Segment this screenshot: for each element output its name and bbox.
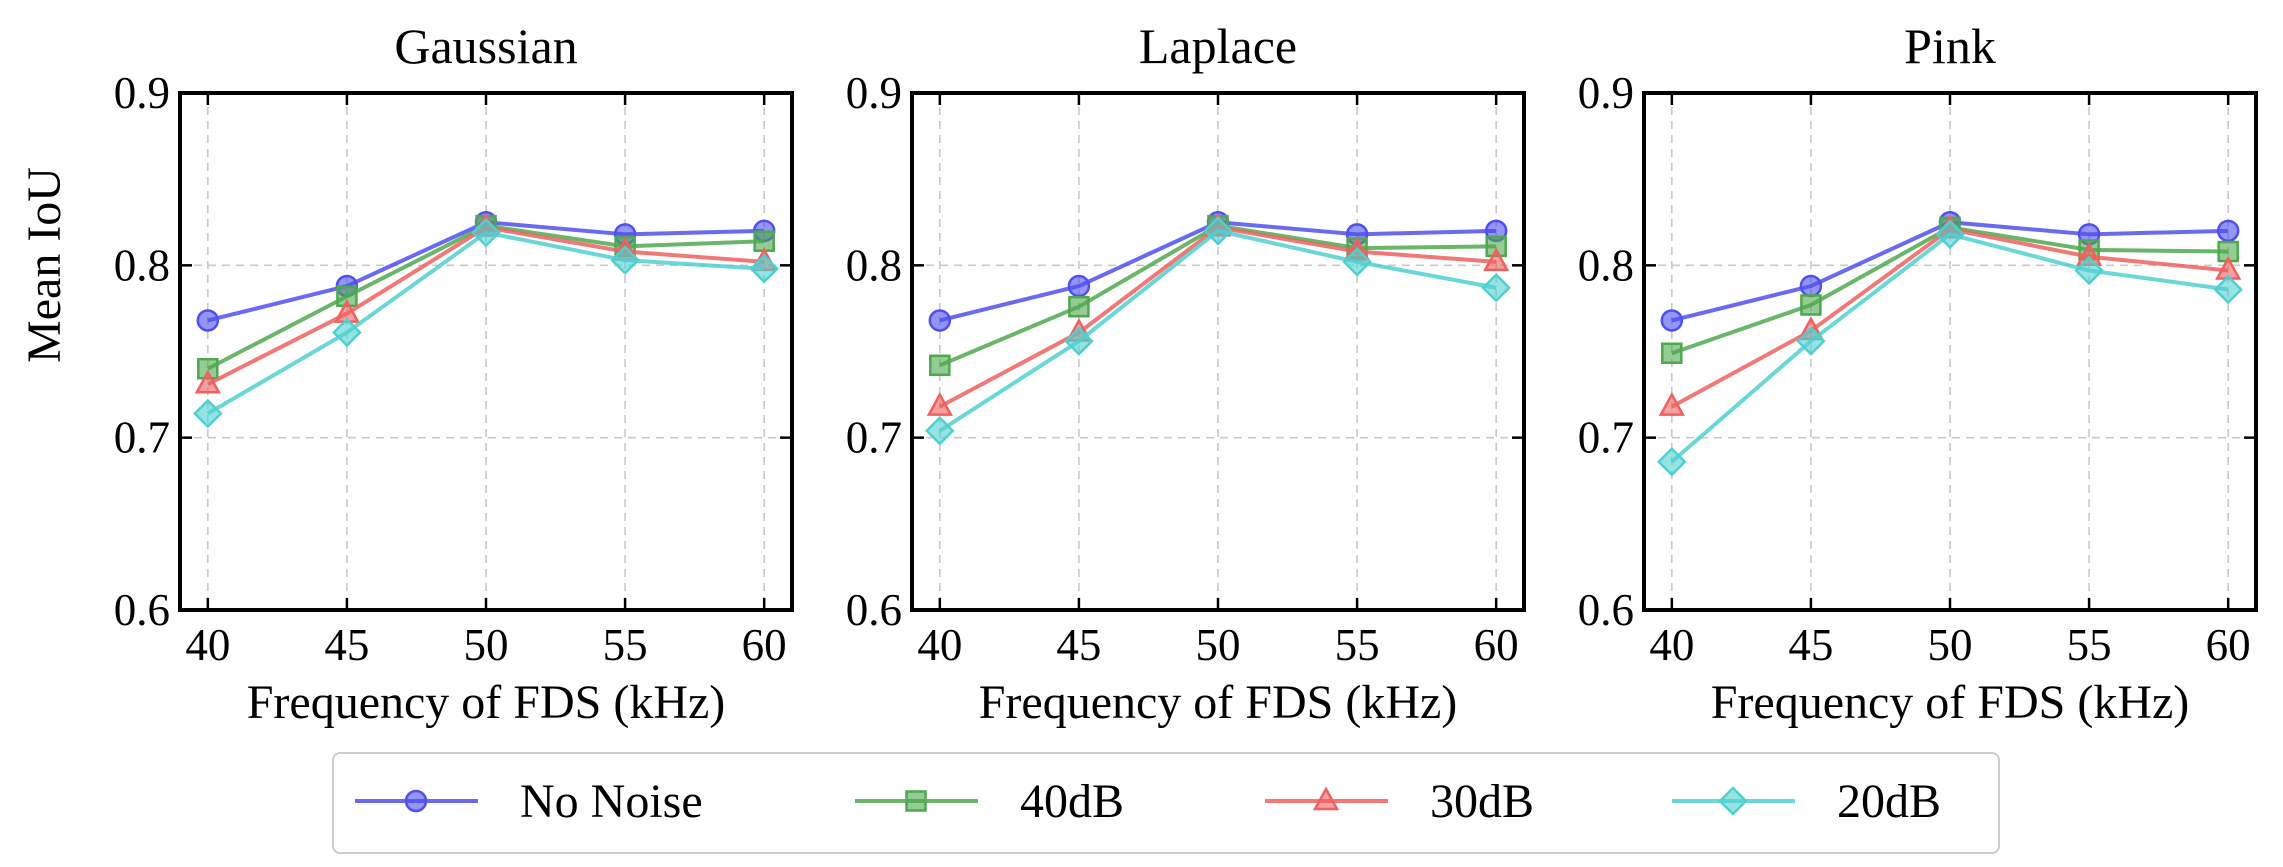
data-point-no-noise [928, 309, 952, 332]
legend-marker [1312, 786, 1340, 811]
data-point-40db [1661, 342, 1683, 364]
panel-title: Gaussian [394, 18, 577, 74]
legend-label: No Noise [520, 775, 703, 828]
data-point-20db [332, 317, 362, 348]
data-point-20db [1342, 247, 1372, 277]
x-tick-label: 55 [603, 620, 648, 670]
x-tick-label: 60 [1474, 620, 1519, 670]
data-point-30db [1483, 247, 1510, 272]
x-tick-label: 45 [1788, 620, 1833, 670]
x-tick-label: 60 [742, 620, 787, 670]
data-point-no-noise [1799, 274, 1823, 298]
data-point-20db [749, 254, 779, 284]
y-tick-label: 0.8 [1578, 240, 1634, 290]
x-tick-label: 45 [1056, 620, 1101, 670]
legend-marker [404, 789, 428, 813]
data-point-20db [1796, 326, 1826, 356]
data-point-no-noise [1067, 274, 1091, 298]
panel-title: Laplace [1139, 18, 1297, 74]
x-tick-label: 40 [1649, 620, 1694, 670]
legend-label: 20dB [1837, 775, 1941, 828]
data-point-20db [1064, 326, 1094, 356]
data-point-20db [2213, 274, 2243, 305]
x-tick-label: 40 [185, 620, 230, 670]
y-tick-label: 0.6 [114, 585, 170, 635]
legend-marker [905, 790, 927, 812]
data-point-20db [471, 217, 501, 248]
x-tick-label: 50 [464, 620, 509, 670]
data-point-30db [1658, 392, 1685, 416]
data-point-20db [193, 398, 223, 429]
x-tick-label: 55 [2067, 620, 2112, 670]
data-point-30db [926, 392, 953, 416]
x-axis-label: Frequency of FDS (kHz) [1711, 676, 2190, 729]
y-tick-label: 0.6 [1578, 585, 1634, 635]
series-20db [193, 217, 779, 429]
y-tick-label: 0.7 [1578, 413, 1634, 463]
data-point-20db [925, 416, 955, 446]
data-point-30db [194, 369, 221, 394]
x-tick-label: 55 [1335, 620, 1380, 670]
legend-entry-40db: 40dB [855, 775, 1124, 828]
x-axis-label: Frequency of FDS (kHz) [979, 676, 1458, 729]
x-axis-label: Frequency of FDS (kHz) [247, 676, 726, 729]
legend-box [332, 752, 2000, 854]
legend-entry-30db: 30dB [1265, 775, 1534, 828]
data-point-20db [1657, 447, 1687, 477]
data-point-20db [2074, 255, 2104, 286]
chart-panels: 40 45 50 55 60 0.6 0.7 0.8 0.9 Gaussian Frequency … [114, 18, 2258, 729]
data-point-40db [1800, 294, 1822, 316]
legend-label: 30dB [1430, 775, 1534, 828]
data-point-20db [1935, 219, 1965, 250]
data-point-no-noise [2216, 219, 2240, 243]
y-tick-label: 0.8 [846, 240, 902, 290]
legend-entry-20db: 20dB [1672, 775, 1941, 828]
x-tick-label: 45 [324, 620, 369, 670]
panel-pink: 40 45 50 55 60 0.6 0.7 0.8 0.9 Pink Frequency of F… [1578, 18, 2258, 729]
data-point-40db [1068, 295, 1090, 318]
y-tick-label: 0.7 [846, 413, 902, 463]
y-tick-label: 0.7 [114, 413, 170, 463]
legend: No Noise 40dB 30dB 20dB [332, 752, 2000, 854]
legend-entry-no-noise: No Noise [355, 775, 703, 828]
y-tick-label: 0.6 [846, 585, 902, 635]
y-tick-label: 0.9 [1578, 68, 1634, 118]
data-point-20db [1203, 216, 1233, 246]
y-tick-label: 0.8 [114, 240, 170, 290]
panel-gaussian: 40 45 50 55 60 0.6 0.7 0.8 0.9 Gaussian Frequency … [114, 18, 794, 729]
data-point-40db [929, 354, 951, 377]
x-tick-label: 50 [1928, 620, 1973, 670]
legend-label: 40dB [1020, 775, 1124, 828]
y-axis-label: Mean IoU [18, 167, 71, 363]
x-tick-label: 40 [917, 620, 962, 670]
data-point-no-noise [1660, 309, 1684, 332]
series-20db [925, 216, 1511, 446]
data-point-20db [610, 245, 640, 275]
data-point-20db [1481, 272, 1511, 303]
series-20db [1657, 219, 2243, 477]
y-tick-label: 0.9 [846, 68, 902, 118]
y-tick-label: 0.9 [114, 68, 170, 118]
x-tick-label: 50 [1196, 620, 1241, 670]
data-point-no-noise [196, 309, 220, 332]
panel-laplace: 40 45 50 55 60 0.6 0.7 0.8 0.9 Laplace Frequency o… [846, 18, 1526, 729]
panel-title: Pink [1904, 18, 1996, 74]
x-tick-label: 60 [2206, 620, 2251, 670]
legend-marker [1718, 786, 1748, 816]
